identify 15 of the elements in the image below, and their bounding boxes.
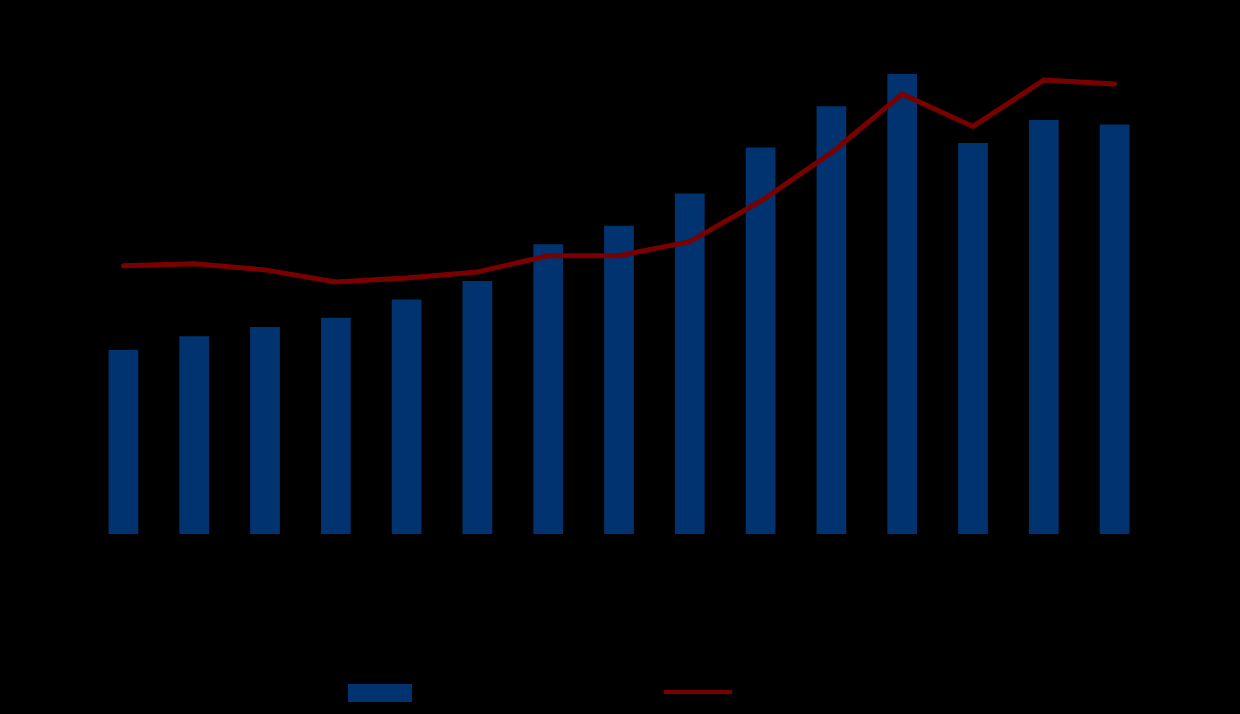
bar xyxy=(462,281,493,534)
bar xyxy=(533,244,564,534)
bar xyxy=(1099,124,1130,534)
bar xyxy=(1028,120,1059,534)
bar xyxy=(674,193,705,534)
bar xyxy=(887,74,918,534)
bar xyxy=(604,225,634,534)
bar xyxy=(320,317,351,534)
bar xyxy=(745,147,776,534)
bar xyxy=(958,143,988,534)
bar xyxy=(816,106,847,534)
bar xyxy=(391,299,422,534)
bar xyxy=(179,336,210,534)
bar xyxy=(108,350,139,534)
bar xyxy=(250,327,280,534)
